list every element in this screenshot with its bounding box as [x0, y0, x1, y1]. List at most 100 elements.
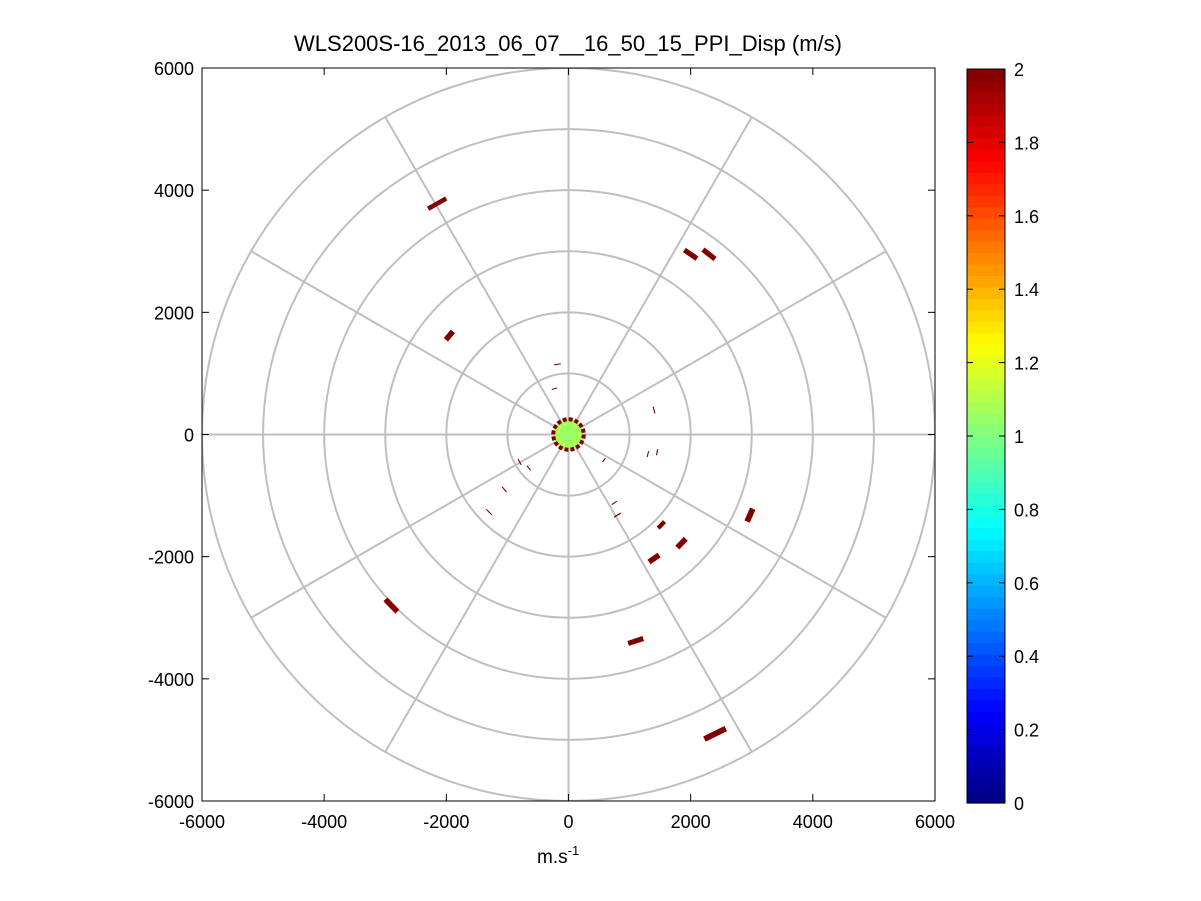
data-point — [517, 458, 522, 466]
data-point — [682, 247, 699, 261]
center-disc-inner-ring — [557, 423, 580, 446]
data-point — [675, 536, 688, 550]
colorbar-band — [967, 504, 1005, 517]
colorbar: 2 1.8 1.6 1.4 1.2 1 0.8 0.6 0.4 0.2 0 — [966, 60, 1039, 814]
data-point — [501, 486, 507, 493]
data-point — [443, 329, 456, 342]
y-tick-label: 6000 — [154, 59, 194, 79]
polar-spoke — [568, 433, 887, 619]
colorbar-band — [967, 218, 1005, 231]
data-point — [627, 636, 645, 646]
colorbar-band — [967, 711, 1005, 724]
colorbar-band — [967, 608, 1005, 621]
colorbar-band — [967, 252, 1005, 265]
center-disc-edge — [551, 417, 586, 452]
colorbar-band — [967, 722, 1005, 735]
colorbar-tick-label: 0.2 — [1014, 721, 1039, 741]
colorbar-band — [967, 160, 1005, 173]
colorbar-band — [967, 516, 1005, 529]
y-axis: 6000 4000 2000 0 -2000 -4000 -6000 — [148, 59, 935, 812]
x-tick-label: -6000 — [179, 812, 225, 832]
polar-spoke — [250, 433, 569, 619]
colorbar-tick-label: 2 — [1014, 60, 1024, 80]
x-tick-label: 6000 — [915, 812, 955, 832]
colorbar-band — [967, 91, 1005, 105]
polar-spoke — [567, 116, 753, 436]
colorbar-band — [967, 642, 1005, 655]
colorbar-band — [967, 401, 1005, 414]
colorbar-band — [967, 286, 1005, 299]
colorbar-band — [967, 195, 1005, 208]
data-point — [703, 725, 728, 742]
colorbar-ticks: 2 1.8 1.6 1.4 1.2 1 0.8 0.6 0.4 0.2 0 — [967, 60, 1039, 814]
x-tick-label: -2000 — [423, 812, 469, 832]
chart-title: WLS200S-16_2013_06_07__16_50_15_PPI_Disp… — [294, 31, 842, 56]
x-tick-label: 4000 — [793, 812, 833, 832]
colorbar-band — [967, 344, 1005, 357]
colorbar-band — [967, 206, 1005, 219]
colorbar-band — [967, 745, 1005, 758]
data-point — [602, 457, 606, 463]
colorbar-band — [967, 619, 1005, 632]
colorbar-band — [967, 630, 1005, 644]
colorbar-band — [967, 734, 1005, 747]
colorbar-band — [967, 367, 1005, 380]
data-point — [554, 363, 561, 366]
colorbar-band — [967, 263, 1005, 277]
colorbar-band — [967, 458, 1005, 472]
y-tick-label: 2000 — [154, 303, 194, 323]
colorbar-band — [967, 653, 1005, 666]
colorbar-tick-label: 0.6 — [1014, 574, 1039, 594]
data-point — [427, 196, 448, 211]
colorbar-band — [967, 321, 1005, 334]
colorbar-band — [967, 126, 1005, 139]
colorbar-band — [967, 275, 1005, 288]
x-tick-label: 2000 — [671, 812, 711, 832]
colorbar-band — [967, 355, 1005, 368]
colorbar-band — [967, 665, 1005, 678]
polar-grid — [202, 68, 935, 801]
polar-spoke — [567, 434, 753, 753]
colorbar-tick-label: 0.8 — [1014, 500, 1039, 520]
data-point — [526, 465, 532, 471]
colorbar-band — [967, 596, 1005, 609]
colorbar-band — [967, 585, 1005, 598]
colorbar-band — [967, 481, 1005, 494]
colorbar-tick-label: 0.4 — [1014, 647, 1039, 667]
y-tick-label: -2000 — [148, 548, 194, 568]
colorbar-tick-label: 1.8 — [1014, 133, 1039, 153]
data-point — [646, 450, 650, 458]
colorbar-band — [967, 562, 1005, 575]
colorbar-band — [967, 676, 1005, 689]
colorbar-band — [967, 550, 1005, 563]
colorbar-band — [967, 69, 1005, 82]
colorbar-tick-label: 1 — [1014, 427, 1024, 447]
colorbar-band — [967, 527, 1005, 540]
colorbar-band — [967, 447, 1005, 460]
colorbar-tick-label: 1.4 — [1014, 280, 1039, 300]
colorbar-band — [967, 436, 1005, 449]
colorbar-band — [967, 309, 1005, 322]
center-range-disc — [551, 417, 586, 452]
data-point — [383, 597, 400, 614]
y-tick-label: -4000 — [148, 670, 194, 690]
colorbar-band — [967, 780, 1005, 793]
colorbar-tick-label: 1.6 — [1014, 207, 1039, 227]
polar-spoke — [384, 434, 570, 753]
colorbar-band — [967, 80, 1005, 93]
colorbar-band — [967, 149, 1005, 162]
data-point — [611, 500, 618, 506]
colorbar-band — [967, 229, 1005, 242]
colorbar-band — [967, 470, 1005, 483]
x-axis: -6000 -4000 -2000 0 2000 4000 6000 — [179, 68, 955, 832]
polar-spoke — [568, 250, 887, 436]
colorbar-band — [967, 688, 1005, 701]
colorbar-band — [967, 298, 1005, 311]
colorbar-gradient — [967, 69, 1005, 804]
colorbar-band — [967, 172, 1005, 185]
colorbar-band — [967, 791, 1005, 804]
colorbar-tick-label: 1.2 — [1014, 354, 1039, 374]
velocity-data-layer — [383, 196, 756, 742]
data-point — [652, 406, 656, 414]
colorbar-band — [967, 768, 1005, 781]
